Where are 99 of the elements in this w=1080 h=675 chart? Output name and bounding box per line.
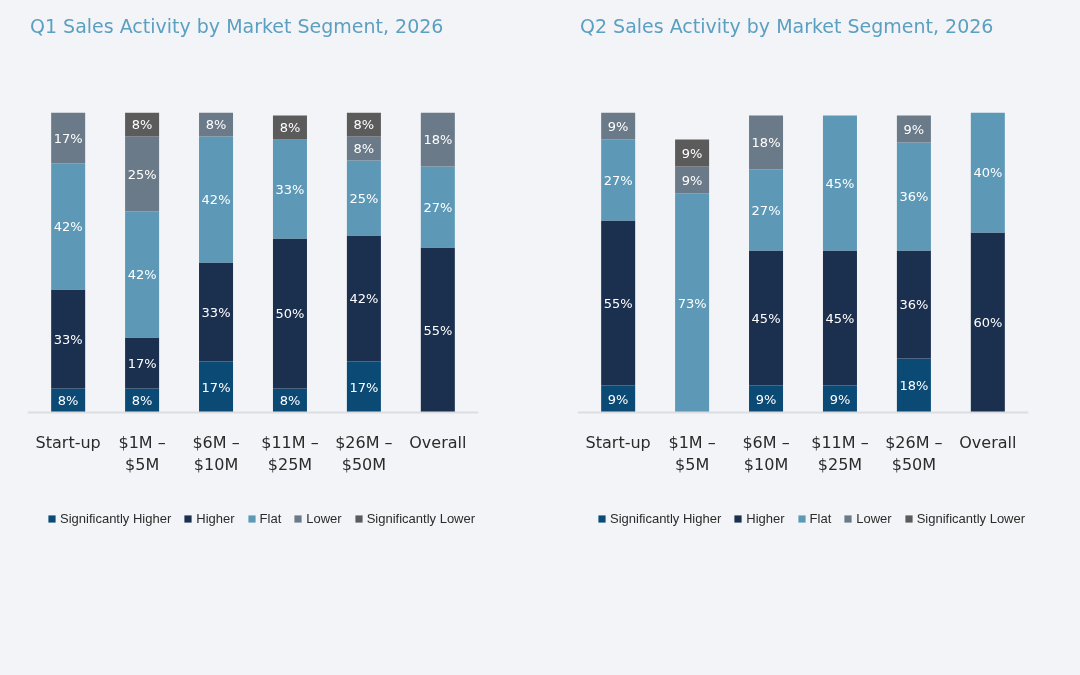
data-label: 18% [899,378,929,393]
data-label: 8% [131,393,153,408]
data-label: 9% [829,391,851,407]
x-tick-label: Start-up [585,432,651,452]
x-tick-label: Start-up [35,432,101,452]
bar [51,163,86,290]
bar [970,112,1005,233]
x-tick-label: $6M – $10M [742,432,790,475]
bar [346,361,381,413]
data-label: 8% [279,120,301,135]
legend-label: Significantly Higher [60,511,172,526]
bar [125,211,160,338]
data-label: 9% [755,391,777,407]
data-label: 25% [127,166,157,182]
data-label: 33% [201,304,231,320]
data-label: 9% [607,118,629,134]
legend-label: Significantly Lower [366,511,476,526]
x-tick-label: $1M – $5M [118,432,166,475]
data-label: 8% [205,117,227,132]
data-label: 25% [349,190,379,206]
bar [199,262,234,362]
data-label: 27% [751,202,781,218]
data-label: 8% [279,393,301,408]
bar [896,358,931,413]
bar [749,169,784,251]
data-label: 18% [423,132,453,147]
x-tick-label: Overall [409,432,467,452]
legend-label: Flat [809,511,832,526]
legend-label: Significantly Higher [610,511,722,526]
x-tick-label: $11M – $25M [811,432,869,475]
data-label: 40% [973,165,1003,180]
data-label: 45% [825,310,855,326]
data-label: 42% [201,192,231,207]
bar [970,232,1005,413]
data-label: 18% [751,135,781,150]
data-label: 42% [127,267,157,282]
x-tick-label: $6M – $10M [192,432,240,475]
bar [125,136,160,212]
data-label: 27% [423,199,453,215]
data-label: 8% [353,117,375,132]
data-label: 55% [603,295,633,311]
data-label: 17% [127,355,157,371]
data-label: 36% [899,189,929,204]
bar [822,115,857,251]
data-label: 45% [751,310,781,326]
legend-label: Lower [856,511,892,526]
x-tick-label: $1M – $5M [668,432,716,475]
bar [420,247,455,413]
bar [896,250,931,359]
bar [51,289,86,389]
data-label: 8% [131,117,153,132]
bar [272,139,307,239]
data-label: 42% [349,291,379,306]
bar [420,166,455,248]
data-label: 33% [53,331,83,347]
bar [675,193,710,413]
bar [346,235,381,362]
data-label: 9% [681,145,703,161]
data-label: 17% [53,130,83,146]
data-label: 9% [903,121,925,137]
data-label: 36% [899,297,929,312]
x-tick-label: Overall [959,432,1017,452]
data-label: 45% [825,175,855,191]
bar [420,112,455,167]
bar [601,220,636,386]
legend-label: Lower [306,511,342,526]
bar [125,337,160,389]
bar [749,115,784,170]
data-label: 9% [681,172,703,188]
bar [896,142,931,251]
legend-label: Flat [259,511,282,526]
data-label: 27% [603,172,633,188]
data-label: 50% [275,306,305,321]
data-label: 42% [53,219,83,234]
data-label: 73% [677,295,707,311]
bar [199,136,234,263]
data-label: 17% [201,379,231,395]
legend-label: Higher [746,511,785,526]
data-label: 17% [349,379,379,395]
bar [51,112,86,164]
bar [601,139,636,221]
x-tick-label: $26M – $50M [335,432,393,475]
legend-label: Higher [196,511,235,526]
data-label: 9% [607,391,629,407]
chart-title: Q1 Sales Activity by Market Segment, 2026 [30,14,444,39]
bar [346,160,381,236]
data-label: 33% [275,181,305,197]
x-tick-label: $11M – $25M [261,432,319,475]
data-label: 8% [353,141,375,156]
bar [822,250,857,386]
bar [749,250,784,386]
bar [272,238,307,389]
data-label: 60% [973,315,1003,330]
chart-title: Q2 Sales Activity by Market Segment, 2026 [580,14,994,39]
bar [199,361,234,413]
data-label: 55% [423,322,453,338]
legend-label: Significantly Lower [916,511,1026,526]
data-label: 8% [57,393,79,408]
x-tick-label: $26M – $50M [885,432,943,475]
